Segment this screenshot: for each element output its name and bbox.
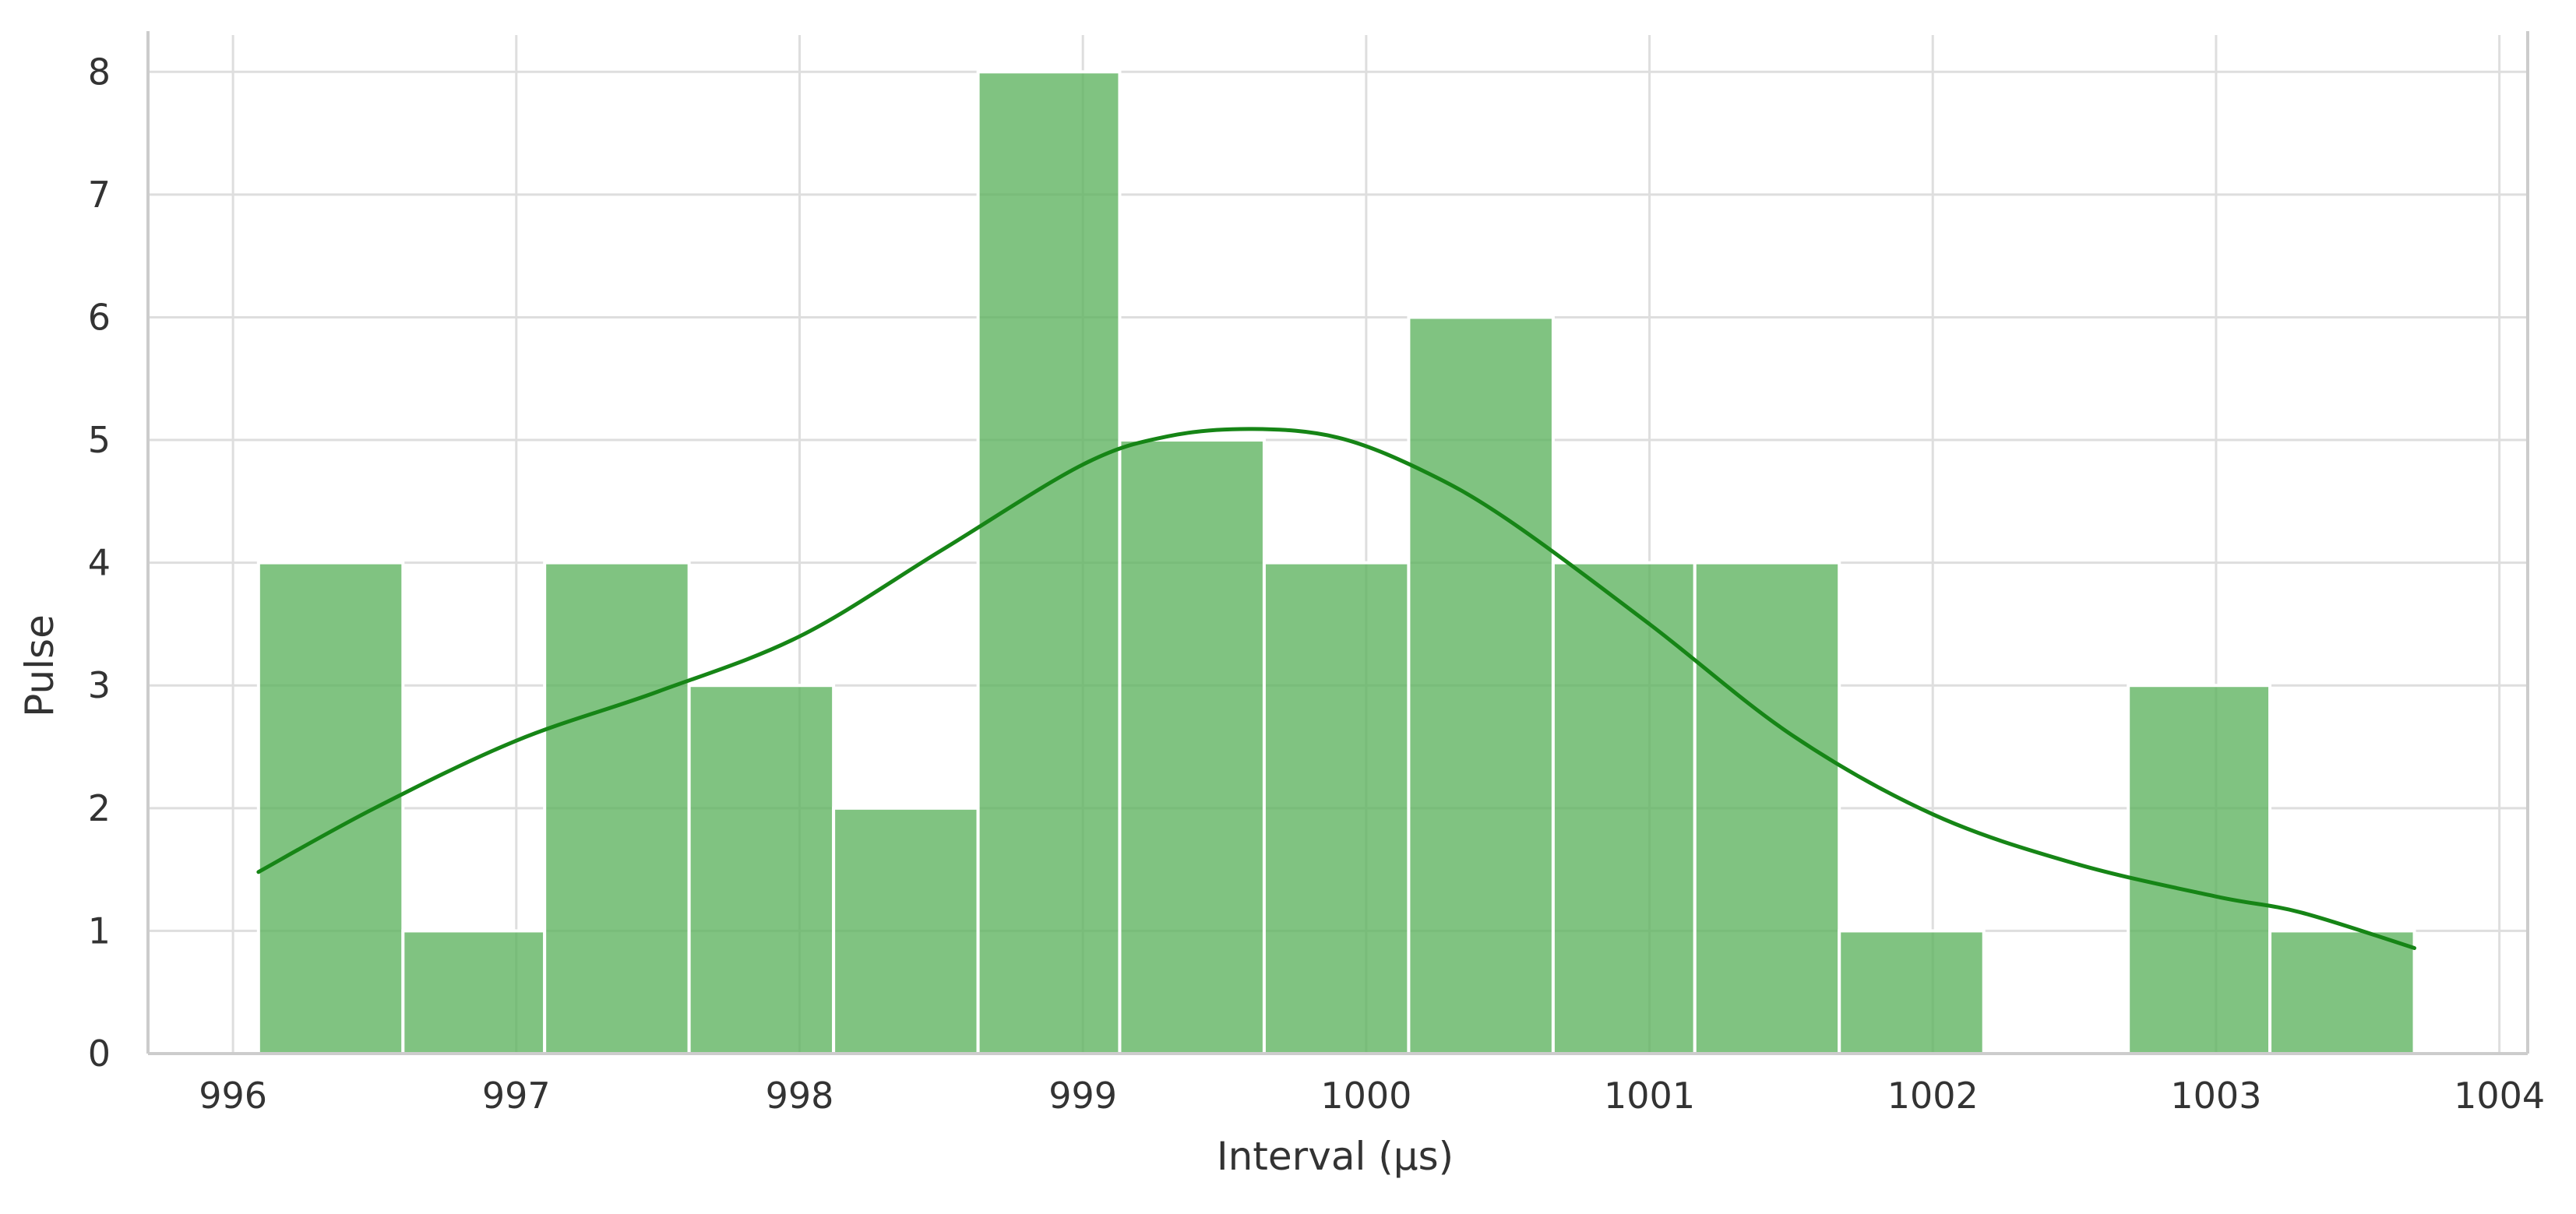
x-axis-label: Interval (µs) — [1217, 1134, 1454, 1179]
tick-labels: 996 997 998 999 1000 1001 1002 1003 1004 0 1 2 3 4 5 6 7… — [88, 51, 2545, 1117]
y-tick-label: 2 — [88, 787, 111, 829]
histogram-bar — [1262, 561, 1411, 1055]
x-tick-label: 1000 — [1320, 1075, 1411, 1117]
y-axis-label: Pulse — [17, 614, 62, 717]
y-tick-label: 7 — [88, 174, 111, 216]
histogram-bar — [1407, 315, 1555, 1055]
x-tick-label: 997 — [482, 1075, 551, 1117]
kde-curve — [256, 427, 2417, 950]
histogram-bar — [976, 70, 1122, 1056]
histogram-bar — [1838, 929, 1986, 1056]
y-tick-label: 8 — [88, 51, 111, 93]
y-tick-label: 5 — [88, 419, 111, 461]
histogram-bar — [687, 684, 836, 1056]
x-tick-label: 998 — [766, 1075, 834, 1117]
y-tick-label: 1 — [88, 910, 111, 952]
x-tick-label: 1004 — [2454, 1075, 2545, 1117]
x-tick-label: 996 — [199, 1075, 267, 1117]
histogram-bar — [256, 561, 405, 1055]
histogram-bar — [401, 929, 547, 1056]
histogram-bar — [1551, 561, 1697, 1055]
x-tick-label: 1002 — [1887, 1075, 1979, 1117]
histogram-bar — [2268, 929, 2416, 1056]
y-tick-label: 0 — [88, 1033, 111, 1075]
x-tick-label: 1003 — [2170, 1075, 2261, 1117]
kde-curve-layer — [256, 427, 2417, 950]
histogram-bar — [1693, 561, 1841, 1055]
y-tick-label: 6 — [88, 296, 111, 338]
histogram-bars — [256, 70, 2416, 1056]
x-tick-label: 999 — [1048, 1075, 1117, 1117]
histogram-bar — [2127, 684, 2272, 1056]
histogram-bar — [1118, 438, 1266, 1055]
y-tick-label: 4 — [88, 542, 111, 584]
histogram-bar — [832, 806, 980, 1056]
histogram-bar — [543, 561, 691, 1055]
x-tick-label: 1001 — [1604, 1075, 1695, 1117]
axes — [146, 31, 2529, 1055]
y-tick-label: 3 — [88, 664, 111, 706]
